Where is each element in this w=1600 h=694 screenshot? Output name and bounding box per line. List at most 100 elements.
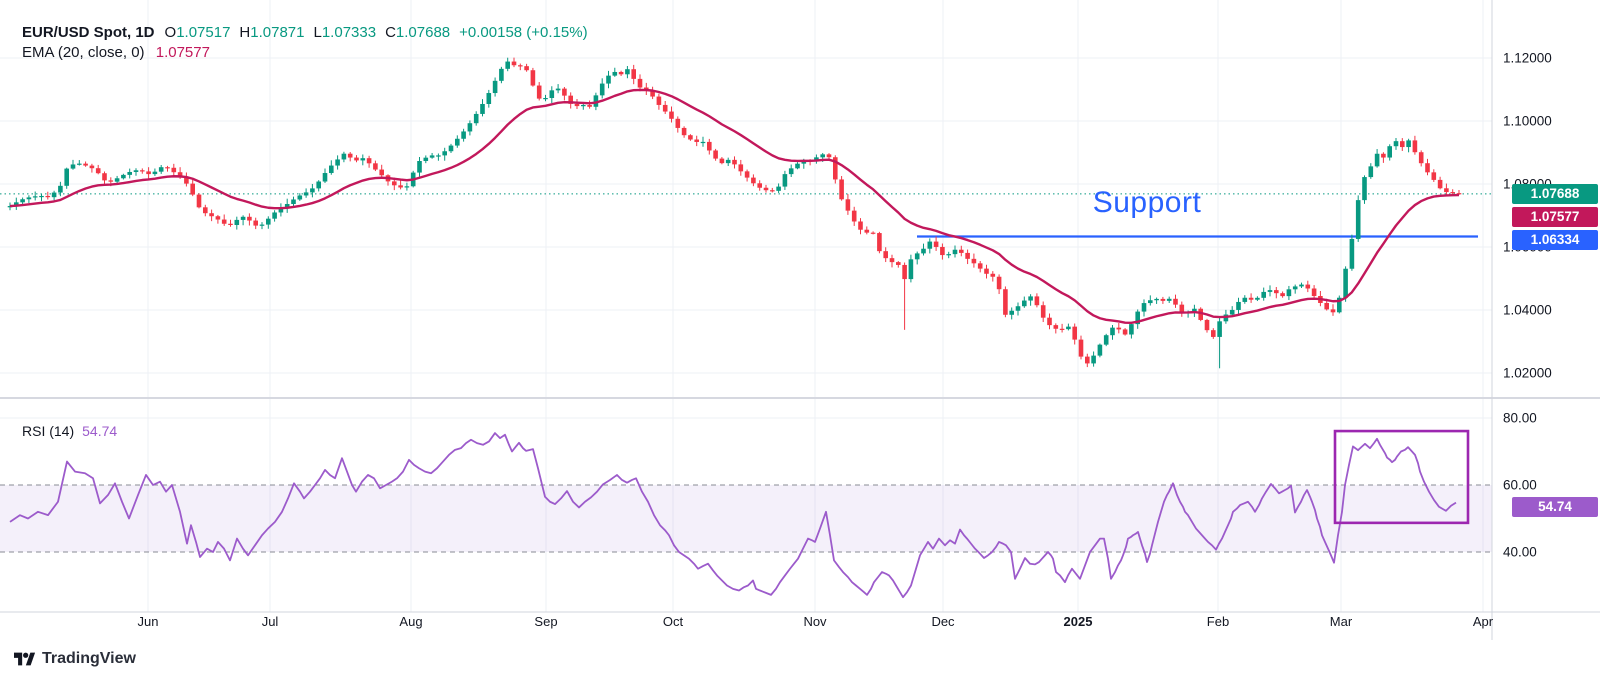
candle xyxy=(536,85,542,99)
candle xyxy=(1141,303,1147,312)
candle xyxy=(505,61,510,69)
candle xyxy=(1248,297,1254,300)
candle xyxy=(1179,304,1185,314)
candle xyxy=(89,165,95,169)
symbol-header[interactable]: EUR/USD Spot, 1D O1.07517 H1.07871 L1.07333… xyxy=(22,24,588,41)
candle xyxy=(599,83,605,96)
candle xyxy=(549,90,555,99)
rsi-header[interactable]: RSI (14) 54.74 xyxy=(22,423,117,439)
change-value: +0.00158 (+0.15%) xyxy=(459,24,588,41)
candle xyxy=(921,248,926,254)
candle xyxy=(14,202,19,207)
rsi-tick-label: 40.00 xyxy=(1503,544,1537,560)
candle xyxy=(568,95,573,104)
candle xyxy=(95,168,101,174)
candle xyxy=(1387,146,1392,158)
time-tick-label-jun: Jun xyxy=(137,614,159,629)
candle xyxy=(177,172,183,178)
candle xyxy=(1040,305,1046,318)
candle xyxy=(1129,324,1134,335)
candle xyxy=(1368,166,1374,178)
candle xyxy=(26,197,32,200)
candle xyxy=(64,168,69,186)
candle xyxy=(234,219,240,226)
candle xyxy=(360,158,366,161)
candle xyxy=(1418,152,1424,164)
rsi-label[interactable]: RSI (14) xyxy=(22,423,75,439)
candle xyxy=(196,194,202,208)
candle xyxy=(215,216,221,220)
candle xyxy=(1431,172,1437,180)
rsi-value: 54.74 xyxy=(82,423,118,439)
candle xyxy=(681,127,687,136)
candle xyxy=(1330,309,1336,313)
candle xyxy=(1053,325,1059,329)
candle xyxy=(373,163,378,170)
candle xyxy=(1299,284,1304,287)
candle xyxy=(864,229,870,233)
candle xyxy=(127,171,132,175)
rsi-highlight-box[interactable] xyxy=(1333,429,1470,525)
candle xyxy=(618,71,624,75)
candle xyxy=(933,241,939,247)
candle xyxy=(1406,140,1411,148)
candle xyxy=(656,96,662,105)
candle xyxy=(770,190,775,192)
candle xyxy=(1343,268,1348,298)
ema-label[interactable]: EMA (20, close, 0) xyxy=(22,44,145,61)
candle xyxy=(1311,288,1317,297)
price-badge-1.06334: 1.06334 xyxy=(1512,229,1598,250)
candle xyxy=(486,93,492,104)
candle xyxy=(908,259,914,280)
candle xyxy=(247,216,252,221)
candle xyxy=(152,171,158,175)
candle xyxy=(58,185,63,193)
candle xyxy=(39,195,44,198)
rsi-tick-label: 80.00 xyxy=(1503,410,1537,426)
candle xyxy=(83,163,88,166)
candle xyxy=(316,181,321,189)
candle xyxy=(889,258,895,263)
candle xyxy=(587,105,592,107)
candle xyxy=(404,186,410,188)
ohlc-low: L1.07333 xyxy=(313,24,377,41)
candle xyxy=(713,150,718,159)
symbol-title[interactable]: EUR/USD Spot, 1D xyxy=(22,24,155,41)
candle xyxy=(814,157,819,161)
price-badge-1.07577: 1.07577 xyxy=(1512,206,1598,227)
candle xyxy=(1261,291,1266,298)
candle xyxy=(662,104,668,112)
candle xyxy=(379,169,384,176)
candle xyxy=(902,264,907,280)
candle xyxy=(530,70,536,86)
candle xyxy=(1217,321,1222,337)
candle xyxy=(322,173,328,182)
time-tick-label-apr: Apr xyxy=(1472,614,1494,629)
candle xyxy=(612,71,618,76)
candlestick-pane[interactable] xyxy=(0,57,1512,369)
candle xyxy=(883,251,888,259)
candle xyxy=(1192,308,1197,312)
candle xyxy=(20,199,25,203)
time-tick-label-jul: Jul xyxy=(261,614,279,629)
candle xyxy=(1355,200,1361,239)
candle xyxy=(1236,301,1241,310)
time-tick-label-dec: Dec xyxy=(931,614,955,629)
tradingview-logo-text: TradingView xyxy=(42,650,136,667)
candle xyxy=(473,113,479,124)
candle xyxy=(329,165,334,174)
time-tick-label-2025: 2025 xyxy=(1063,614,1093,629)
rsi-badge: 54.74 xyxy=(1512,496,1598,517)
candle xyxy=(782,174,788,187)
candle xyxy=(990,273,996,277)
candle xyxy=(738,164,744,172)
rsi-pane[interactable] xyxy=(0,429,1492,599)
ema-header[interactable]: EMA (20, close, 0) 1.07577 xyxy=(22,44,210,61)
candle xyxy=(165,167,170,169)
candle xyxy=(1305,284,1311,289)
candle xyxy=(1211,330,1216,337)
tradingview-watermark[interactable]: TradingView xyxy=(14,650,136,668)
support-annotation-label[interactable]: Support xyxy=(1092,186,1202,219)
candle xyxy=(158,167,164,172)
